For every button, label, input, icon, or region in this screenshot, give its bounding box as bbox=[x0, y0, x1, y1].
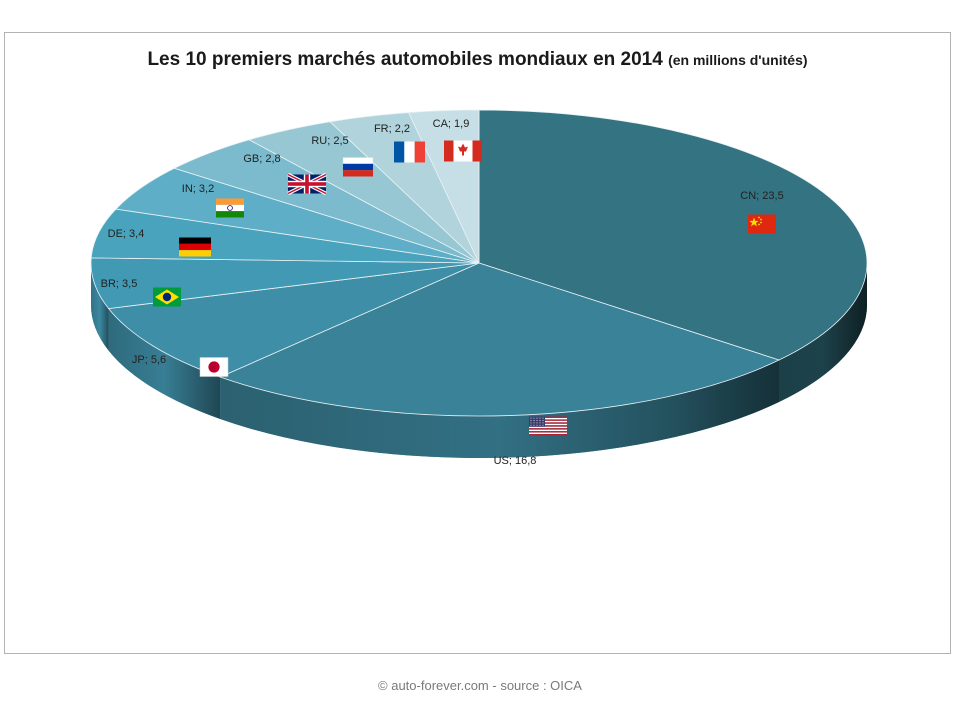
france-flag-icon bbox=[394, 141, 425, 163]
canada-flag-icon bbox=[444, 140, 482, 162]
chart-title: Les 10 premiers marchés automobiles mond… bbox=[5, 49, 950, 71]
russia-flag-icon bbox=[342, 157, 374, 177]
india-flag-icon bbox=[216, 198, 244, 218]
side-wall-shadow bbox=[91, 263, 867, 458]
data-label-jp: JP; 5,6 bbox=[132, 354, 166, 366]
pie-side-walls bbox=[91, 263, 867, 458]
data-label-br: BR; 3,5 bbox=[101, 278, 138, 290]
japan-flag-icon bbox=[199, 357, 229, 377]
pie-slice-us bbox=[219, 262, 781, 417]
pie-slice-cn bbox=[478, 109, 868, 361]
brazil-flag-icon bbox=[153, 287, 181, 307]
pie-slices bbox=[90, 109, 868, 417]
data-label-ru: RU; 2,5 bbox=[311, 135, 348, 147]
data-label-in: IN; 3,2 bbox=[182, 183, 214, 195]
germany-flag-icon bbox=[179, 237, 211, 257]
uk-flag-icon bbox=[287, 172, 327, 196]
flags bbox=[153, 140, 776, 436]
chart-title-main: Les 10 premiers marchés automobiles mond… bbox=[147, 49, 663, 70]
data-label-ca: CA; 1,9 bbox=[433, 118, 470, 130]
chart-subtitle: (en millions d'unités) bbox=[668, 52, 808, 68]
data-label-cn: CN; 23,5 bbox=[740, 190, 783, 202]
data-label-gb: GB; 2,8 bbox=[243, 153, 280, 165]
usa-flag-icon bbox=[529, 416, 567, 436]
data-label-fr: FR; 2,2 bbox=[374, 123, 410, 135]
data-label-us: US; 16,8 bbox=[494, 455, 537, 467]
data-labels: CN; 23,5 US; 16,8 JP; 5,6 BR; 3,5 DE; 3,4 IN;… bbox=[101, 118, 784, 467]
data-label-de: DE; 3,4 bbox=[108, 228, 145, 240]
china-flag-icon bbox=[748, 214, 776, 234]
footer-credit: © auto-forever.com - source : OICA bbox=[378, 678, 582, 693]
